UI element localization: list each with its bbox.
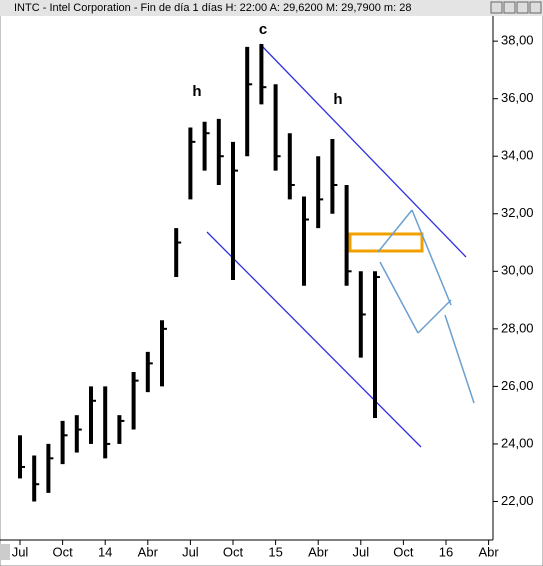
scroll-left[interactable] (0, 544, 10, 560)
x-tick-label: 16 (439, 544, 453, 559)
x-tick-label: Abr (138, 544, 159, 559)
minimize-button[interactable] (490, 1, 503, 14)
x-tick-label: Oct (52, 544, 73, 559)
y-tick-label: 36,00 (501, 90, 534, 105)
title-bar (0, 0, 543, 16)
y-tick-label: 38,00 (501, 33, 534, 48)
restore-button[interactable] (516, 1, 529, 14)
arrow (377, 209, 413, 253)
x-tick-label: Oct (223, 544, 244, 559)
annotation: h (333, 91, 342, 108)
x-tick-label: Oct (393, 544, 414, 559)
arrow (444, 314, 475, 404)
y-tick-label: 24,00 (501, 435, 534, 450)
x-tick-label: Jul (12, 544, 29, 559)
chart-title: INTC - Intel Corporation - Fin de día 1 … (14, 2, 411, 14)
y-tick-label: 26,00 (501, 378, 534, 393)
y-tick-label: 22,00 (501, 493, 534, 508)
highlight-box (348, 232, 424, 253)
arrow (411, 209, 452, 306)
y-tick-label: 30,00 (501, 263, 534, 278)
x-tick-label: Abr (308, 544, 329, 559)
x-tick-label: Jul (182, 544, 199, 559)
x-tick-label: Jul (352, 544, 369, 559)
close-button[interactable] (529, 1, 542, 14)
x-tick-label: Abr (478, 544, 499, 559)
y-tick-label: 32,00 (501, 205, 534, 220)
projection-arrows (377, 209, 475, 404)
x-tick-label: 15 (268, 544, 282, 559)
arrow (379, 261, 419, 334)
channel-lower (206, 231, 422, 448)
annotation: c (259, 21, 267, 38)
arrow (417, 299, 452, 334)
annotation: h (192, 83, 201, 100)
maximize-button[interactable] (503, 1, 516, 14)
y-tick-label: 34,00 (501, 148, 534, 163)
channel-upper (259, 43, 467, 258)
x-tick-label: 14 (98, 544, 112, 559)
y-tick-label: 28,00 (501, 320, 534, 335)
